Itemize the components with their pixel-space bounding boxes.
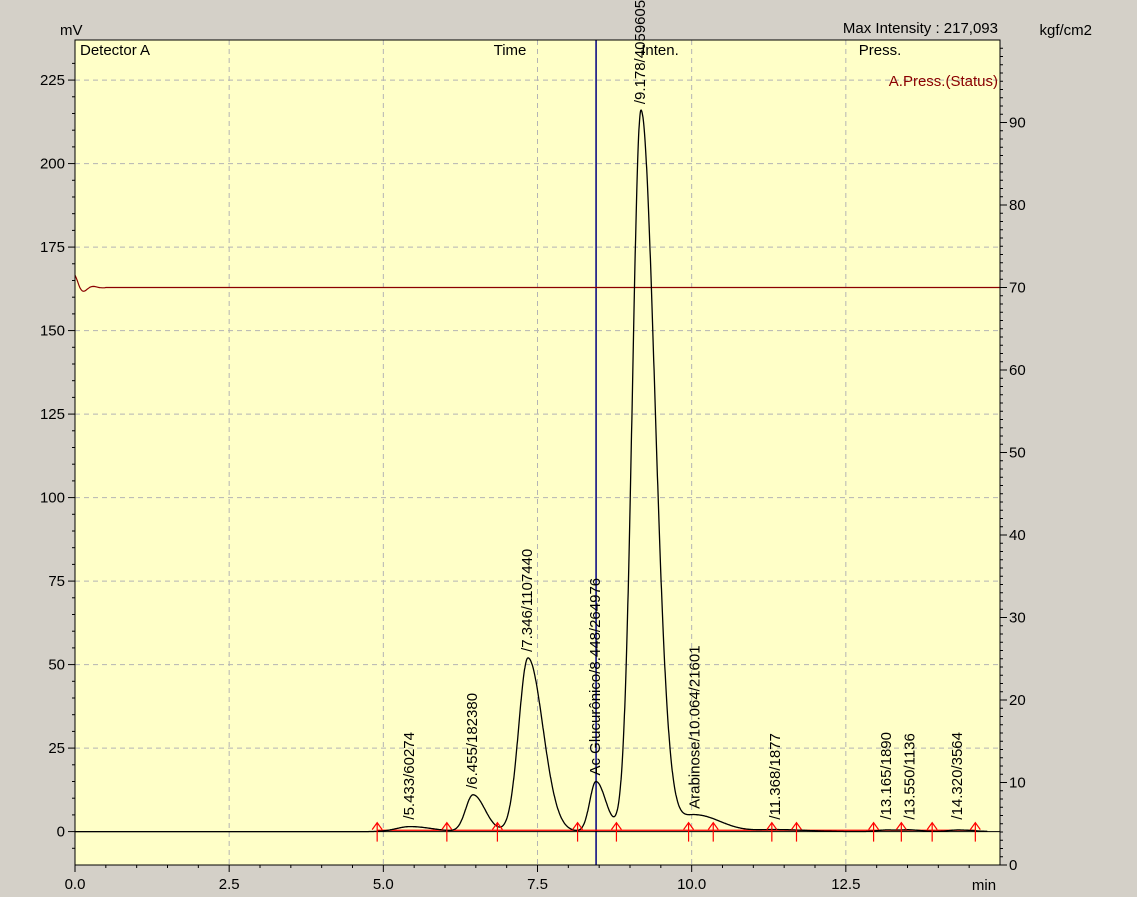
x-tick-label: 10.0 [677, 876, 706, 893]
peak-marker [868, 821, 880, 842]
peak-marker [766, 821, 778, 842]
max-intensity-label: Max Intensity : 217,093 [843, 20, 998, 37]
marker-head [371, 821, 383, 830]
time-column-label: Time [494, 42, 527, 59]
y2-tick-label: 40 [1009, 527, 1026, 544]
marker-head [926, 821, 938, 830]
peak-label: /5.433/60274 [401, 732, 418, 820]
marker-head [441, 821, 453, 830]
peak-marker [926, 821, 938, 842]
peak-label: /11.368/1877 [767, 733, 784, 819]
marker-head [683, 821, 695, 830]
marker-head [868, 821, 880, 830]
peak-marker [610, 821, 622, 842]
peak-label: Ac Glucurônico/8.448/264976 [587, 578, 604, 776]
x-unit-label: min [972, 877, 996, 894]
peak-marker [572, 821, 584, 842]
y-tick-label: 25 [48, 740, 65, 757]
y2-tick-label: 60 [1009, 362, 1026, 379]
peak-labels: /5.433/60274/6.455/182380/7.346/1107440 A… [401, 0, 966, 820]
marker-head [491, 821, 503, 830]
peak-markers [371, 821, 981, 842]
y-tick-label: 200 [40, 156, 65, 173]
intensity-column-label: Inten. [641, 42, 679, 59]
marker-head [969, 821, 981, 830]
marker-head [766, 821, 778, 830]
peak-marker [683, 821, 695, 842]
peak-label: /13.165/1890 [878, 732, 895, 820]
y-tick-label: 100 [40, 490, 65, 507]
left-unit-label: mV [60, 22, 83, 39]
y2-tick-label: 20 [1009, 692, 1026, 709]
y-tick-label: 150 [40, 323, 65, 340]
marker-head [610, 821, 622, 830]
peak-marker [441, 821, 453, 842]
peak-marker [791, 821, 802, 842]
x-tick-label: 7.5 [527, 876, 548, 893]
peak-label: Arabinose/10.064/21601 [687, 645, 704, 808]
pressure-column-label: Press. [859, 42, 902, 59]
y2-tick-label: 30 [1009, 610, 1026, 627]
pressure-line [74, 274, 1000, 292]
y2-tick-label: 80 [1009, 197, 1026, 214]
right-unit-label: kgf/cm2 [1039, 22, 1092, 39]
marker-head [791, 821, 802, 830]
peak-marker [707, 821, 719, 842]
y2-tick-label: 10 [1009, 775, 1026, 792]
y2-tick-label: 0 [1009, 857, 1017, 874]
marker-head [572, 821, 584, 830]
peak-marker [969, 821, 981, 842]
peak-label: /13.550/1136 [902, 733, 919, 819]
pressure-status-label: A.Press.(Status) [889, 73, 998, 90]
x-tick-label: 5.0 [373, 876, 394, 893]
peak-label: /14.320/3564 [949, 732, 966, 820]
y-tick-label: 175 [40, 239, 65, 256]
y2-tick-label: 50 [1009, 445, 1026, 462]
x-tick-label: 0.0 [65, 876, 86, 893]
y-tick-label: 0 [57, 824, 65, 841]
peak-marker [491, 821, 503, 842]
x-tick-label: 12.5 [831, 876, 860, 893]
marker-head [895, 821, 907, 830]
peak-label: /6.455/182380 [464, 693, 481, 789]
peak-label: /7.346/1107440 [519, 549, 536, 652]
y-tick-label: 75 [48, 573, 65, 590]
peak-label: /9.178/4059605 [632, 0, 649, 104]
detector-label: Detector A [80, 42, 150, 59]
peak-marker [371, 821, 383, 842]
marker-head [707, 821, 719, 830]
peak-marker [895, 821, 907, 842]
x-tick-label: 2.5 [219, 876, 240, 893]
grid-lines [75, 40, 1000, 865]
y-tick-label: 125 [40, 406, 65, 423]
y-tick-label: 225 [40, 72, 65, 89]
y-tick-label: 50 [48, 657, 65, 674]
y2-tick-label: 70 [1009, 280, 1026, 297]
y2-tick-label: 90 [1009, 115, 1026, 132]
signal-trace [75, 109, 988, 833]
